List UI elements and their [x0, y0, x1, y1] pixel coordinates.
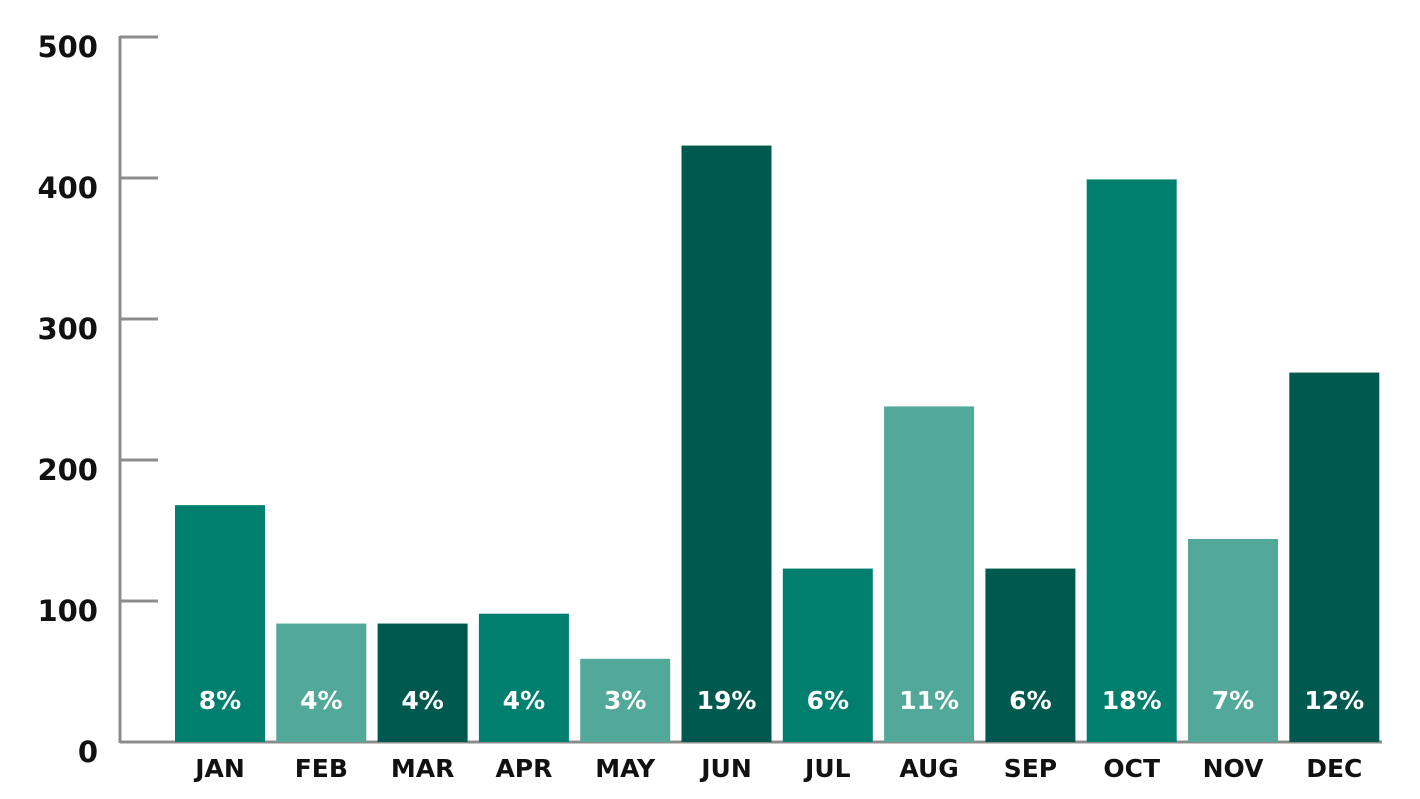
y-tick-label: 0	[78, 735, 98, 769]
bar-label: 11%	[899, 686, 959, 715]
x-tick-label: AUG	[899, 754, 958, 783]
bar-label: 6%	[807, 686, 849, 715]
bar-label: 19%	[697, 686, 757, 715]
x-tick-label: FEB	[295, 754, 348, 783]
x-tick-label: APR	[495, 754, 552, 783]
y-tick-label: 100	[37, 594, 98, 628]
bar-label: 4%	[503, 686, 545, 715]
x-tick-label: MAR	[391, 754, 454, 783]
bar	[884, 406, 975, 742]
bar	[276, 623, 367, 742]
bar-label: 3%	[604, 686, 646, 715]
x-tick-label: JUL	[803, 754, 851, 783]
bar	[1188, 538, 1278, 742]
y-tick-label: 400	[37, 171, 98, 205]
bar	[1289, 372, 1380, 742]
bar	[782, 568, 873, 742]
bar-label: 18%	[1102, 686, 1162, 715]
bar	[985, 568, 1076, 742]
y-tick-label: 500	[37, 30, 98, 64]
x-tick-label: SEP	[1004, 754, 1057, 783]
y-tick-label: 200	[37, 453, 98, 487]
y-tick-label: 300	[37, 312, 98, 346]
bar-label: 7%	[1212, 686, 1254, 715]
bar	[478, 613, 569, 742]
bar-label: 6%	[1009, 686, 1051, 715]
bar-label: 4%	[300, 686, 342, 715]
bar-label: 4%	[401, 686, 443, 715]
x-tick-label: NOV	[1203, 754, 1265, 783]
bar	[175, 505, 265, 742]
bar	[681, 145, 772, 742]
bar	[377, 623, 468, 742]
bar-label: 12%	[1304, 686, 1364, 715]
bar	[1086, 179, 1177, 742]
x-tick-label: JAN	[193, 754, 245, 783]
bar-label: 8%	[199, 686, 241, 715]
x-tick-label: DEC	[1306, 754, 1362, 783]
x-tick-label: OCT	[1103, 754, 1160, 783]
x-tick-label: MAY	[595, 754, 656, 783]
bar	[580, 658, 671, 742]
x-tick-label: JUN	[699, 754, 752, 783]
